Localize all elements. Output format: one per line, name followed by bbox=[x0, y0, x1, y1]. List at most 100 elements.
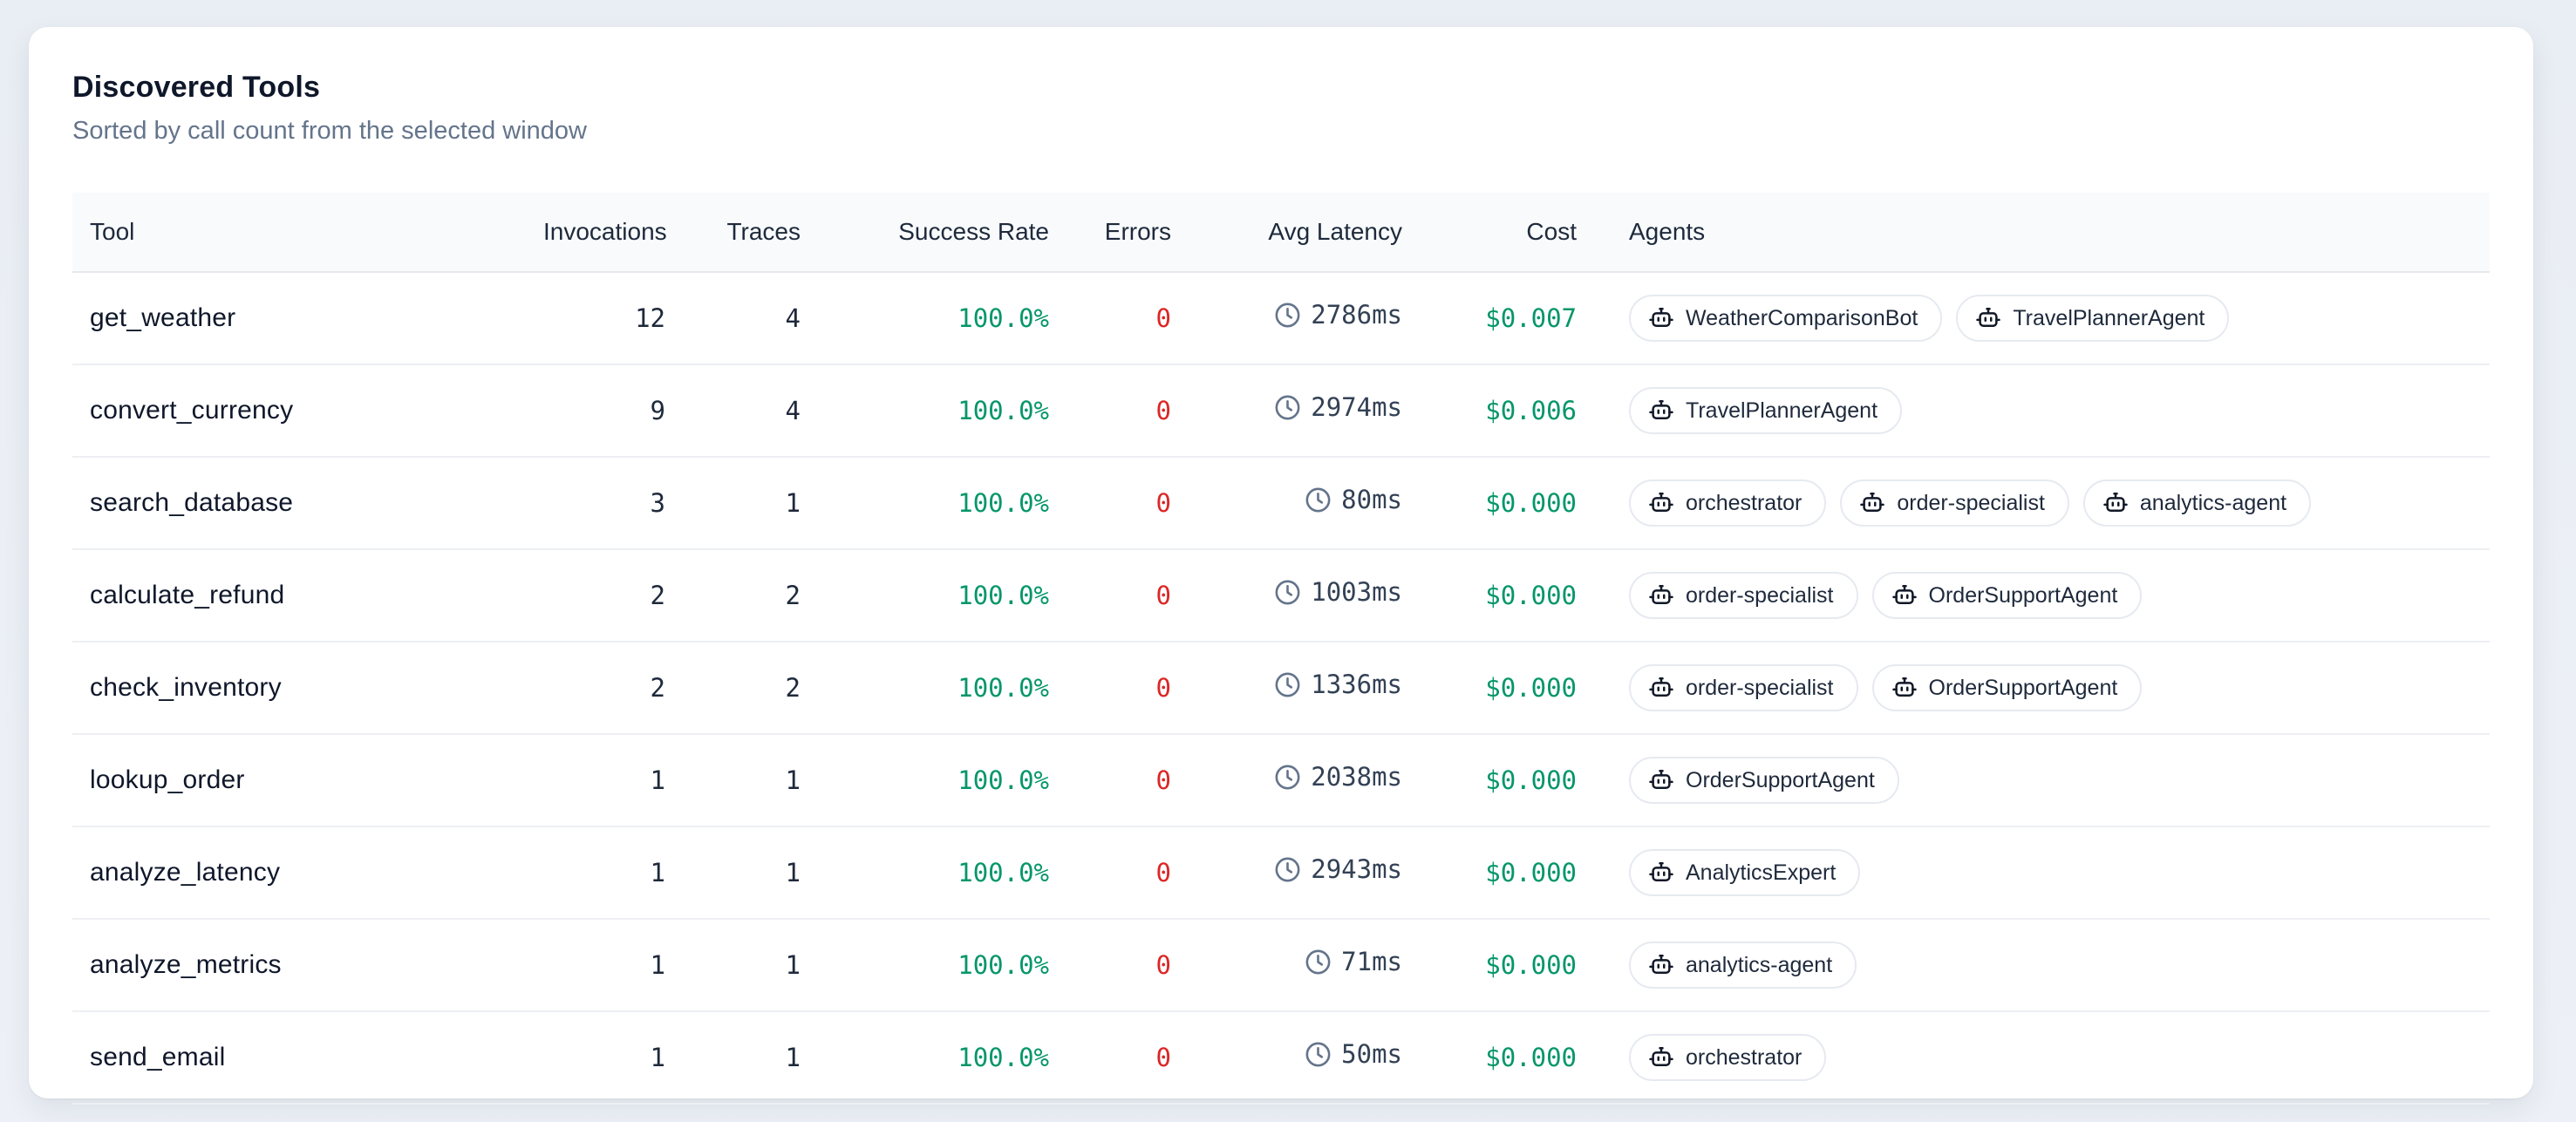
agent-badge[interactable]: OrderSupportAgent bbox=[1871, 572, 2143, 619]
tool-name: send_email bbox=[90, 1043, 226, 1071]
avg-latency-value: 80ms bbox=[1341, 485, 1402, 515]
table-row: convert_currency 9 4 100.0% 0 2974ms $0.… bbox=[72, 364, 2490, 457]
clock-icon bbox=[1275, 765, 1300, 790]
invocations-value: 1 bbox=[650, 1043, 665, 1072]
agents-cell: OrderSupportAgent bbox=[1594, 734, 2490, 826]
agent-badge[interactable]: AnalyticsExpert bbox=[1629, 849, 1861, 896]
agents-cell: AnalyticsExpert bbox=[1594, 826, 2490, 919]
avg-latency-cell: 2038ms bbox=[1189, 734, 1420, 826]
agent-badge-label: orchestrator bbox=[1686, 1045, 1803, 1070]
discovered-tools-card: Discovered Tools Sorted by call count fr… bbox=[29, 27, 2533, 1105]
agent-badge[interactable]: analytics-agent bbox=[1629, 942, 1857, 989]
agent-badge[interactable]: orchestrator bbox=[1629, 479, 1827, 527]
success-rate-value: 100.0% bbox=[957, 858, 1049, 887]
success-rate-value: 100.0% bbox=[957, 488, 1049, 518]
table-row: analyze_metrics 1 1 100.0% 0 71ms $0.000 bbox=[72, 919, 2490, 1011]
agent-badge[interactable]: analytics-agent bbox=[2082, 479, 2312, 527]
bot-icon bbox=[1649, 770, 1673, 789]
success-rate-value: 100.0% bbox=[957, 950, 1049, 980]
tool-name: analyze_latency bbox=[90, 858, 281, 887]
errors-value: 0 bbox=[1155, 950, 1171, 980]
agent-badge-label: OrderSupportAgent bbox=[1686, 768, 1875, 792]
agents-cell: TravelPlannerAgent bbox=[1594, 364, 2490, 457]
cost-value: $0.000 bbox=[1485, 858, 1577, 887]
invocations-value: 2 bbox=[650, 581, 665, 610]
agent-badge[interactable]: WeatherComparisonBot bbox=[1629, 295, 1943, 342]
invocations-value: 1 bbox=[650, 950, 665, 980]
avg-latency-value: 2974ms bbox=[1311, 392, 1402, 423]
agent-badge[interactable]: OrderSupportAgent bbox=[1629, 757, 1899, 804]
avg-latency-cell: 2943ms bbox=[1189, 826, 1420, 919]
agent-badge[interactable]: OrderSupportAgent bbox=[1871, 664, 2143, 711]
agent-badge-label: order-specialist bbox=[1686, 676, 1834, 700]
tool-name: get_cost_breakdown bbox=[72, 1104, 526, 1122]
agent-badge-label: OrderSupportAgent bbox=[1928, 583, 2118, 608]
agent-badge-label: order-specialist bbox=[1686, 583, 1834, 608]
agents-cell: WeatherComparisonBot TravelPlannerAgent bbox=[1594, 272, 2490, 364]
table-row: analyze_latency 1 1 100.0% 0 2943ms $0.0… bbox=[72, 826, 2490, 919]
agent-badge-label: TravelPlannerAgent bbox=[1686, 398, 1878, 423]
bot-icon bbox=[1976, 308, 2001, 327]
column-header-cost: Cost bbox=[1420, 193, 1594, 272]
clock-icon bbox=[1275, 672, 1300, 697]
clock-icon bbox=[1275, 857, 1300, 882]
clock-icon bbox=[1305, 1042, 1331, 1067]
clock-icon bbox=[1275, 303, 1300, 328]
cost-value: $0.000 bbox=[1485, 950, 1577, 980]
invocations-value: 2 bbox=[650, 673, 665, 703]
column-header-avg-latency: Avg Latency bbox=[1189, 193, 1420, 272]
agents-cell: orchestrator bbox=[1594, 1011, 2490, 1104]
agent-badge-label: orchestrator bbox=[1686, 491, 1803, 515]
success-rate-value: 100.0% bbox=[957, 765, 1049, 795]
agent-badge[interactable]: order-specialist bbox=[1629, 572, 1858, 619]
avg-latency-value: 71ms bbox=[1341, 947, 1402, 977]
agent-badge[interactable]: orchestrator bbox=[1629, 1034, 1827, 1081]
tool-name: get_weather bbox=[90, 303, 236, 332]
avg-latency-cell: 1998ms bbox=[1189, 1104, 1420, 1122]
avg-latency-cell: 50ms bbox=[1189, 1011, 1420, 1104]
clock-icon bbox=[1305, 487, 1331, 513]
bot-icon bbox=[1891, 677, 1917, 697]
tool-name: lookup_order bbox=[90, 765, 245, 794]
cost-value: $0.007 bbox=[1485, 303, 1577, 333]
bot-icon bbox=[1649, 400, 1673, 419]
agent-badge[interactable]: order-specialist bbox=[1840, 479, 2069, 527]
avg-latency-cell: 71ms bbox=[1189, 919, 1420, 1011]
clock-icon bbox=[1275, 580, 1300, 605]
table-row: send_email 1 1 100.0% 0 50ms $0.000 bbox=[72, 1011, 2490, 1104]
agents-cell: analytics-agent bbox=[1594, 919, 2490, 1011]
traces-value: 1 bbox=[785, 950, 801, 980]
errors-value: 0 bbox=[1067, 1104, 1189, 1122]
agent-badge[interactable]: TravelPlannerAgent bbox=[1956, 295, 2230, 342]
bot-icon bbox=[1649, 677, 1673, 697]
agent-badge[interactable]: TravelPlannerAgent bbox=[1629, 387, 1903, 434]
avg-latency-value: 50ms bbox=[1341, 1039, 1402, 1070]
avg-latency-value: 1336ms bbox=[1311, 670, 1402, 700]
page-title: Discovered Tools bbox=[72, 71, 321, 104]
tool-name: search_database bbox=[90, 488, 294, 517]
errors-value: 0 bbox=[1155, 1043, 1171, 1072]
table-row: search_database 3 1 100.0% 0 80ms $0.000 bbox=[72, 457, 2490, 549]
traces-value: 2 bbox=[785, 673, 801, 703]
cost-value: $0.000 bbox=[1485, 673, 1577, 703]
invocations-value: 1 bbox=[650, 858, 665, 887]
agent-badge-label: AnalyticsExpert bbox=[1686, 860, 1837, 885]
cost-value: $0.006 bbox=[1485, 396, 1577, 425]
traces-value: 4 bbox=[785, 396, 801, 425]
column-header-invocations: Invocations bbox=[526, 193, 683, 272]
cost-value: $0.000 bbox=[1420, 1104, 1594, 1122]
traces-value: 1 bbox=[785, 765, 801, 795]
avg-latency-cell: 2786ms bbox=[1189, 272, 1420, 364]
tool-name: analyze_metrics bbox=[90, 950, 282, 979]
agent-badge-label: order-specialist bbox=[1897, 491, 2045, 515]
invocations-value: 9 bbox=[650, 396, 665, 425]
clock-icon bbox=[1305, 949, 1331, 975]
table-row: calculate_refund 2 2 100.0% 0 1003ms $0.… bbox=[72, 549, 2490, 642]
table-header-row: Tool Invocations Traces Success Rate Err… bbox=[72, 193, 2490, 272]
avg-latency-cell: 1003ms bbox=[1189, 549, 1420, 642]
avg-latency-value: 2786ms bbox=[1311, 300, 1402, 330]
bot-icon bbox=[1649, 1047, 1673, 1066]
agent-badge[interactable]: order-specialist bbox=[1629, 664, 1858, 711]
column-header-errors: Errors bbox=[1067, 193, 1189, 272]
clock-icon bbox=[1275, 395, 1300, 420]
